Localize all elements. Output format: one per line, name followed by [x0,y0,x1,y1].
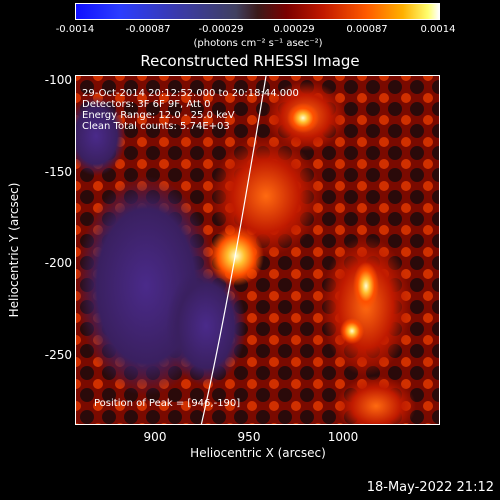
annotation-time: 29-Oct-2014 20:12:52.000 to 20:18:44.000 [82,88,299,99]
colorbar-tick: 0.00087 [346,24,388,35]
plot-title: Reconstructed RHESSI Image [140,52,360,70]
y-tick-label: -200 [44,256,72,270]
x-axis-label: Heliocentric X (arcsec) [190,446,326,460]
colorbar-unit: (photons cm⁻² s⁻¹ asec⁻²) [193,38,323,49]
x-tick-label: 1000 [327,430,359,444]
image-canvas [76,76,439,424]
y-axis-label: Heliocentric Y (arcsec) [7,182,21,318]
render-timestamp: 18-May-2022 21:12 [366,480,494,495]
x-tick-label: 900 [143,430,167,444]
colorbar-tick: 0.00029 [273,24,315,35]
annotation-detectors: Detectors: 3F 6F 9F, Att 0 [82,99,211,110]
annotation-counts: Clean Total counts: 5.74E+03 [82,121,230,132]
y-tick-label: -100 [44,73,72,87]
y-tick-label: -150 [44,165,72,179]
colorbar [75,3,440,20]
colorbar-tick: 0.0014 [420,24,456,35]
colorbar-tick: -0.00087 [125,24,171,35]
peak-position: Position of Peak = [946,-190] [94,398,241,409]
colorbar-tick: -0.0014 [55,24,95,35]
y-tick-label: -250 [44,348,72,362]
rhessi-image [75,75,440,425]
annotation-energy: Energy Range: 12.0 - 25.0 keV [82,110,235,121]
solar-limb [200,76,267,424]
x-tick-label: 950 [237,430,261,444]
colorbar-tick: -0.00029 [198,24,244,35]
